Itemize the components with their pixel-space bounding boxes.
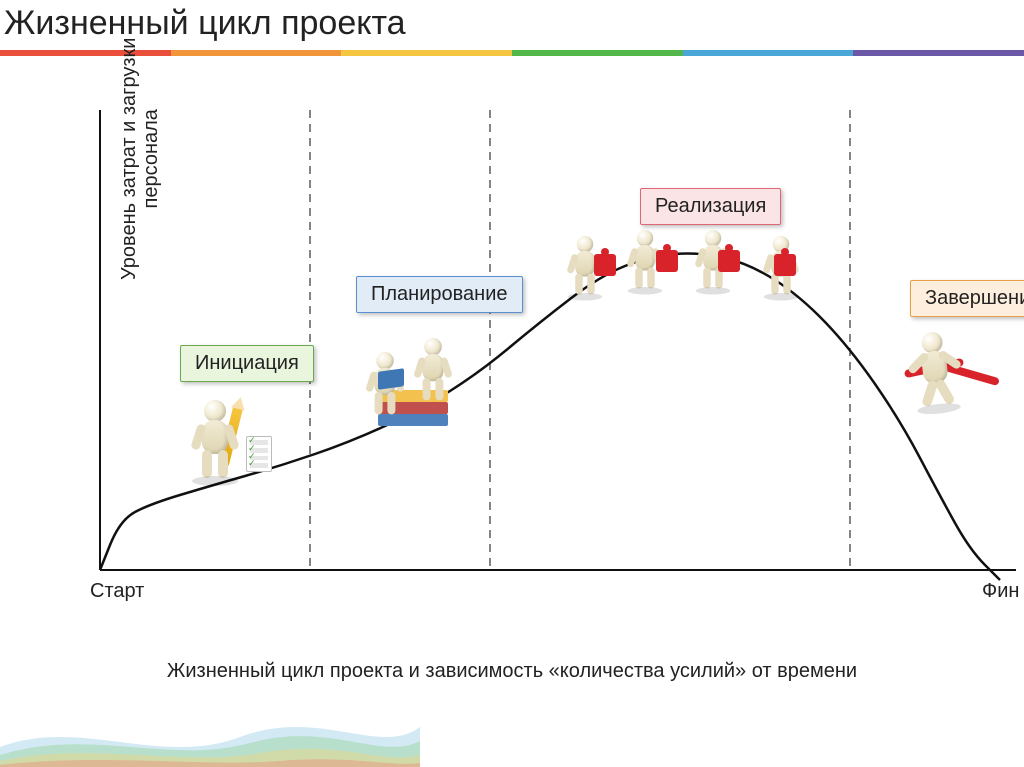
completion-icon [910, 330, 960, 410]
chart-caption: Жизненный цикл проекта и зависимость «ко… [0, 660, 1024, 683]
phase-planning-label: Планирование [356, 276, 523, 313]
slide-title: Жизненный цикл проекта [4, 4, 406, 43]
phase-initiation-label: Инициация [180, 345, 314, 382]
x-start-label: Старт [90, 580, 144, 603]
phase-realization-label: Реализация [640, 188, 781, 225]
initiation-icon [190, 400, 240, 480]
lifecycle-chart: Уровень затрат и загрузки персонала Стар… [60, 80, 1020, 640]
y-axis-label: Уровень затрат и загрузки персонала [118, 38, 162, 280]
phase-completion-label: Завершение [910, 280, 1024, 317]
x-end-label: Фин [982, 580, 1019, 603]
footer-wave-decoration [0, 707, 420, 767]
